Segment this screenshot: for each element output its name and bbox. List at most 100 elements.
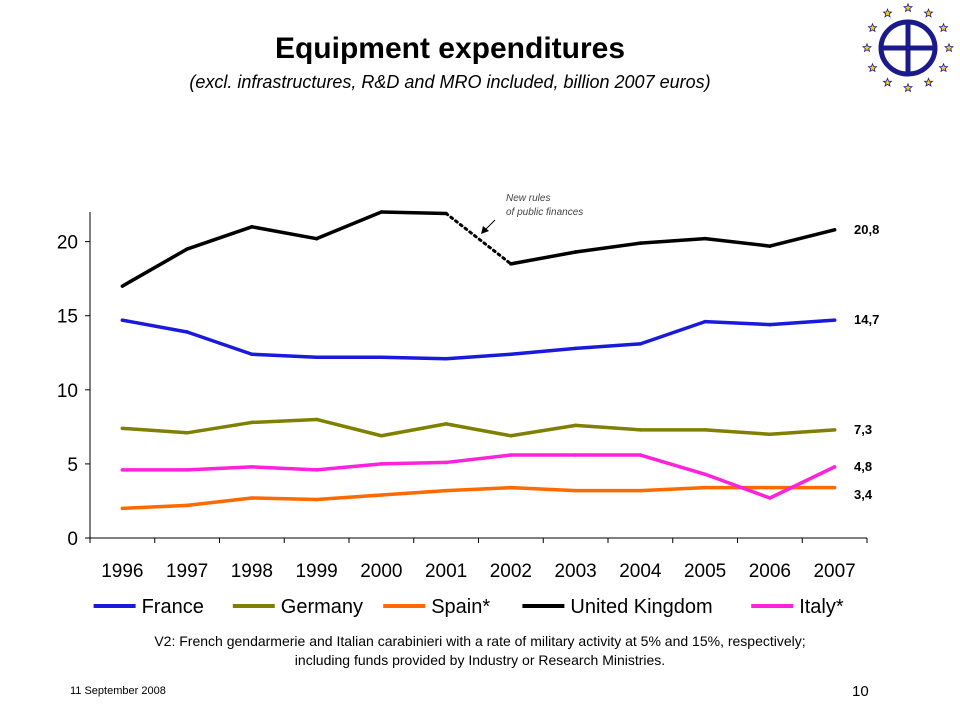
data-point: [574, 250, 578, 254]
data-point: [703, 237, 707, 241]
legend-item-france: France: [93, 596, 204, 618]
data-point: [315, 237, 319, 241]
data-point: [120, 426, 124, 430]
star-icon: [867, 62, 878, 73]
data-point: [509, 262, 513, 266]
x-tick-label: 1998: [231, 561, 273, 582]
star-icon: [902, 2, 914, 13]
star-icon: [923, 77, 934, 87]
data-point: [185, 468, 189, 472]
x-tick-label: 1999: [295, 561, 337, 582]
legend-label: United Kingdom: [570, 596, 712, 618]
series-segment: [703, 319, 772, 327]
star-icon: [902, 82, 914, 93]
series-segment: [509, 250, 578, 266]
series-segment: [314, 417, 384, 438]
slide-title: Equipment expenditures: [274, 32, 626, 65]
star-icon: [923, 8, 934, 18]
data-point: [120, 468, 124, 472]
star-icon: [861, 42, 873, 53]
series-segment: [120, 426, 189, 435]
series-segment: [120, 318, 189, 334]
data-point: [444, 211, 448, 216]
series-france: [120, 318, 837, 361]
data-point: [379, 434, 383, 438]
series-segment: [379, 488, 448, 497]
y-tick-label: 10: [57, 381, 78, 402]
series-segment: [250, 465, 319, 472]
series-segment: [444, 352, 513, 361]
data-point: [120, 284, 124, 288]
series-segment: [638, 453, 707, 477]
page-number: 10: [852, 683, 869, 700]
data-point: [638, 488, 642, 493]
series-segment: [379, 355, 448, 361]
legend-item-italy: Italy*: [751, 596, 844, 618]
data-point: [703, 472, 707, 476]
y-tick-label: 0: [67, 529, 78, 550]
x-tick-label: 1997: [166, 561, 208, 582]
series-segment: [573, 241, 643, 254]
data-point: [638, 453, 642, 457]
x-tick-label: 2001: [425, 561, 467, 582]
data-point: [833, 428, 837, 432]
data-point: [638, 428, 642, 432]
x-tick-label: 2000: [360, 561, 402, 582]
data-point: [509, 453, 513, 457]
data-point: [315, 497, 319, 502]
series-segment: [703, 236, 772, 248]
data-label-end: 4,8: [854, 459, 872, 474]
series-segment: [509, 346, 578, 357]
legend: France Germany Spain* United Kingdom Italy*: [93, 596, 844, 618]
data-point: [379, 493, 383, 497]
y-tick-label: 15: [57, 307, 78, 328]
series-segment: [250, 417, 319, 425]
data-point: [250, 352, 254, 356]
star-icon: [938, 62, 949, 73]
legend-label: Spain*: [431, 596, 490, 618]
series-segment: [509, 485, 578, 493]
data-point: [120, 506, 124, 510]
series-segment: [573, 423, 643, 432]
data-point: [509, 486, 513, 490]
data-point: [250, 496, 254, 500]
series-germany: [120, 417, 837, 438]
annotation: New rules of public finances: [481, 193, 583, 234]
data-point: [185, 247, 189, 251]
series-segment: [379, 460, 448, 466]
data-point: [574, 488, 578, 493]
series-segment: [185, 496, 254, 508]
series-segment: [185, 330, 254, 357]
series-break-segment: [444, 211, 513, 266]
slide-date: 11 September 2008: [70, 685, 166, 697]
footnote-line1: V2: French gendarmerie and Italian carab…: [154, 633, 806, 649]
series-segment: [768, 428, 837, 437]
legend-item-united-kingdom: United Kingdom: [522, 596, 713, 618]
annotation-line2: of public finances: [506, 207, 583, 218]
series-segment: [703, 472, 772, 500]
series-segment: [638, 485, 707, 493]
series-segment: [379, 422, 448, 438]
data-point: [185, 503, 189, 507]
data-point: [768, 323, 772, 327]
series-segment: [768, 318, 837, 327]
y-tick-label: 20: [57, 233, 78, 254]
series-segment: [185, 225, 254, 251]
data-point: [250, 225, 254, 229]
series-segment: [638, 319, 707, 346]
data-point: [379, 462, 383, 466]
data-point: [638, 342, 642, 346]
y-tick-label: 5: [67, 455, 78, 476]
series-segment: [638, 236, 707, 245]
data-point: [768, 244, 772, 248]
star-icon: [938, 22, 949, 33]
data-point: [250, 420, 254, 425]
x-tick-label: 2003: [554, 561, 596, 582]
data-point: [120, 318, 124, 322]
data-point: [379, 355, 383, 359]
series-segment: [314, 462, 384, 472]
data-point: [768, 432, 772, 436]
legend-item-germany: Germany: [232, 596, 363, 618]
series-segment: [120, 503, 189, 511]
